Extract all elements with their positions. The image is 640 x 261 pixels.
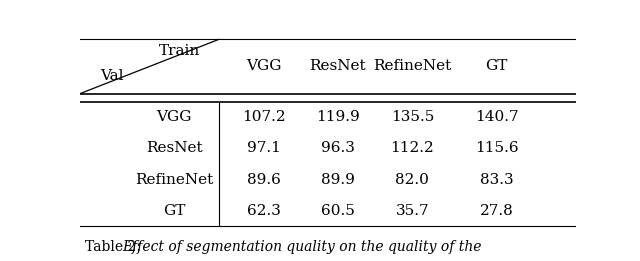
Text: 83.3: 83.3 <box>480 173 513 187</box>
Text: VGG: VGG <box>157 110 192 124</box>
Text: ResNet: ResNet <box>310 60 366 74</box>
Text: Val: Val <box>100 69 124 82</box>
Text: 27.8: 27.8 <box>480 204 513 218</box>
Text: 135.5: 135.5 <box>390 110 434 124</box>
Text: 112.2: 112.2 <box>390 141 434 155</box>
Text: ResNet: ResNet <box>146 141 202 155</box>
Text: 97.1: 97.1 <box>246 141 280 155</box>
Text: Train: Train <box>159 44 200 58</box>
Text: VGG: VGG <box>246 60 281 74</box>
Text: 119.9: 119.9 <box>316 110 360 124</box>
Text: 96.3: 96.3 <box>321 141 355 155</box>
Text: 115.6: 115.6 <box>475 141 518 155</box>
Text: 82.0: 82.0 <box>396 173 429 187</box>
Text: 89.6: 89.6 <box>246 173 280 187</box>
Text: 62.3: 62.3 <box>246 204 280 218</box>
Text: 89.9: 89.9 <box>321 173 355 187</box>
Text: RefineNet: RefineNet <box>135 173 213 187</box>
Text: RefineNet: RefineNet <box>373 60 451 74</box>
Text: 35.7: 35.7 <box>396 204 429 218</box>
Text: 140.7: 140.7 <box>475 110 518 124</box>
Text: 60.5: 60.5 <box>321 204 355 218</box>
Text: Table 2:: Table 2: <box>85 240 145 254</box>
Text: GT: GT <box>486 60 508 74</box>
Text: Effect of segmentation quality on the quality of the: Effect of segmentation quality on the qu… <box>122 240 482 254</box>
Text: 107.2: 107.2 <box>242 110 285 124</box>
Text: GT: GT <box>163 204 186 218</box>
